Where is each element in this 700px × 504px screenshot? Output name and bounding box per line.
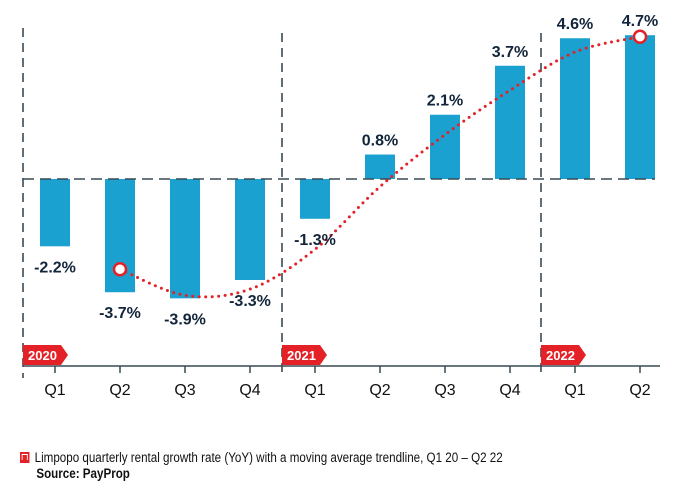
- bar: [300, 179, 330, 219]
- x-tick-label: Q3: [434, 382, 455, 399]
- data-label: -2.2%: [34, 259, 76, 276]
- bar: [625, 35, 655, 180]
- data-label: 2.1%: [427, 93, 463, 110]
- data-label: -3.9%: [164, 311, 206, 328]
- data-label: -1.3%: [294, 232, 336, 249]
- x-tick-label: Q1: [304, 382, 325, 399]
- rental-growth-chart: -2.2% -3.7% -3.9% -3.3% -1.3% 0.8% 2.1% 3.7% 4.6…: [22, 13, 660, 399]
- bar: [235, 179, 265, 280]
- x-tick-label: Q4: [499, 382, 520, 399]
- bar: [40, 179, 70, 247]
- trendline-endpoint: [112, 262, 128, 277]
- year-tag-label: 2021: [287, 348, 316, 363]
- year-tag-label: 2020: [28, 348, 57, 363]
- year-tag: [541, 345, 586, 365]
- year-tag: [23, 345, 68, 365]
- trendline: [118, 35, 642, 299]
- data-label: 4.6%: [557, 16, 593, 33]
- bar: [430, 114, 460, 179]
- trendline-endpoint: [632, 29, 648, 44]
- brand-icon: [20, 452, 30, 463]
- caption-text: Limpopo quarterly rental growth rate (Yo…: [34, 450, 503, 465]
- data-label: 0.8%: [362, 133, 398, 150]
- x-tick-label: Q4: [239, 382, 260, 399]
- bar: [170, 179, 200, 299]
- data-label: -3.7%: [99, 305, 141, 322]
- chart-caption: Limpopo quarterly rental growth rate (Yo…: [20, 450, 503, 481]
- bar: [365, 154, 395, 179]
- year-tag-label: 2022: [546, 348, 575, 363]
- caption-source: Source: PayProp: [36, 466, 130, 481]
- x-tick-label: Q2: [109, 382, 130, 399]
- x-tick-label: Q1: [564, 382, 585, 399]
- data-label: -3.3%: [229, 293, 271, 310]
- bar: [560, 38, 590, 179]
- data-label: 3.7%: [492, 44, 528, 61]
- x-tick-label: Q3: [174, 382, 195, 399]
- bar: [495, 65, 525, 179]
- x-tick-label: Q2: [369, 382, 390, 399]
- x-tick-label: Q2: [629, 382, 650, 399]
- x-tick-label: Q1: [44, 382, 65, 399]
- data-label: 4.7%: [622, 13, 658, 30]
- year-tag: [282, 345, 327, 365]
